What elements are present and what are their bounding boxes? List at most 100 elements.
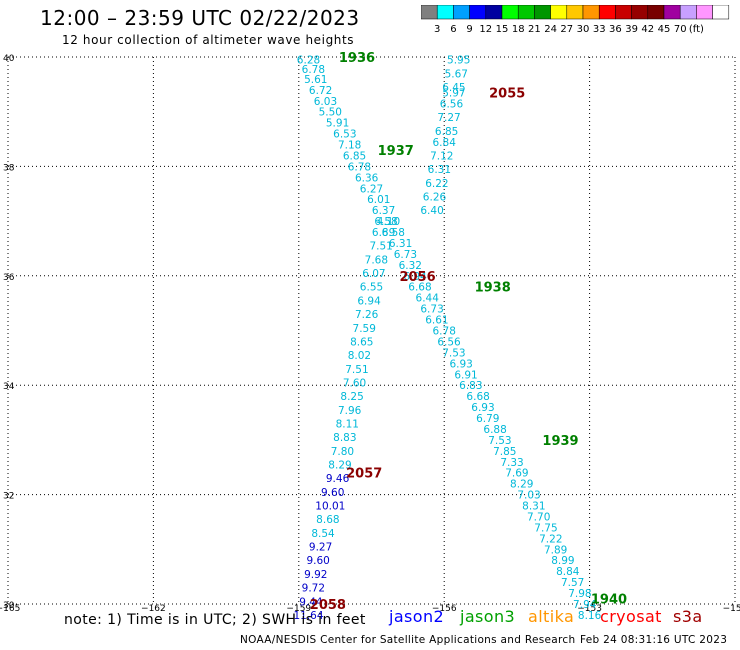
legend-label: 3 — [434, 24, 440, 35]
wave-height-value: 6.94 — [403, 271, 427, 283]
wave-height-value: 6.28 — [297, 55, 320, 67]
wave-height-value: 6.73 — [420, 304, 443, 316]
lat-tick-label: 34 — [3, 382, 15, 392]
wave-height-value: 6.91 — [454, 369, 477, 381]
wave-height-value: 6.37 — [372, 205, 395, 217]
wave-height-value: 9.60 — [306, 555, 329, 567]
wave-height-value: 5.61 — [304, 74, 327, 86]
wave-height-value: 6.83 — [459, 380, 482, 392]
wave-height-value: 7.94 — [573, 599, 597, 611]
pass-time-label: 2058 — [310, 598, 346, 613]
pass-time-label: 1936 — [339, 51, 375, 66]
wave-height-value: 7.98 — [568, 588, 591, 600]
wave-height-value: 6.36 — [355, 172, 379, 184]
wave-height-value: 5.91 — [326, 118, 349, 130]
wave-height-value: 6.93 — [471, 402, 494, 414]
wave-height-value: 8.29 — [510, 479, 533, 491]
wave-height-value: 7.12 — [430, 150, 453, 162]
wave-height-value: 7.60 — [343, 377, 366, 389]
wave-height-value: 6.56 — [437, 336, 461, 348]
wave-height-value: 8.54 — [311, 528, 335, 540]
wave-height-value: 5.95 — [447, 55, 470, 67]
wave-height-value: 6.93 — [449, 358, 472, 370]
wave-height-value: 8.02 — [348, 350, 371, 362]
wave-height-value: 6.45 — [442, 82, 465, 94]
wave-height-value: 5.50 — [319, 107, 342, 119]
pass-time-label: 1939 — [542, 434, 578, 449]
wave-height-value: 6.78 — [433, 326, 456, 338]
wave-height-value: 7.85 — [493, 446, 516, 458]
legend-label: 45 — [658, 24, 671, 35]
wave-height-value: 7.57 — [561, 577, 584, 589]
legend-label: 33 — [593, 24, 606, 35]
wave-height-value: 8.84 — [556, 566, 580, 578]
lon-tick-label: −162 — [141, 604, 166, 614]
wave-height-value: 10.01 — [315, 501, 345, 513]
wave-height-value: 6.56 — [440, 98, 464, 110]
lon-tick-label: −165 — [0, 604, 20, 614]
wave-height-value: 6.85 — [435, 126, 458, 138]
wave-height-value: 6.94 — [357, 295, 381, 307]
legend-label: 15 — [496, 24, 509, 35]
wave-height-value: 7.89 — [544, 544, 567, 556]
legend-label: 9 — [466, 24, 472, 35]
satellite-label-s3a: s3a — [673, 607, 703, 626]
wave-height-value: 7.59 — [353, 323, 376, 335]
lon-tick-label: −156 — [432, 604, 457, 614]
wave-height-value: 6.55 — [360, 282, 383, 294]
wave-height-value: 8.99 — [551, 555, 574, 567]
legend-label: 27 — [560, 24, 573, 35]
wave-height-value: 6.68 — [466, 391, 489, 403]
wave-height-value: 8.25 — [340, 391, 363, 403]
wave-height-value: 7.69 — [505, 468, 528, 480]
page-subtitle: 12 hour collection of altimeter wave hei… — [62, 33, 355, 47]
wave-height-value: 6.44 — [416, 293, 440, 305]
wave-height-value: 7.80 — [331, 446, 354, 458]
lon-tick-label: −150 — [723, 604, 740, 614]
wave-height-value: 7.22 — [539, 533, 562, 545]
wave-height-value: 6.53 — [333, 129, 356, 141]
legend-label: 6 — [450, 24, 456, 35]
wave-height-value: 6.32 — [399, 260, 422, 272]
legend-label: 12 — [479, 24, 492, 35]
wave-height-value: 4.10 — [377, 216, 400, 228]
legend-label: (ft) — [689, 24, 704, 35]
wave-height-value: 8.83 — [333, 432, 356, 444]
wave-height-value: 6.78 — [302, 64, 325, 76]
wave-height-value: 6.40 — [420, 205, 443, 217]
legend-label: 70 — [674, 24, 687, 35]
page-title: 12:00 – 23:59 UTC 02/22/2023 — [40, 6, 360, 30]
lon-tick-label: −159 — [286, 604, 311, 614]
wave-height-value: 6.22 — [425, 178, 448, 190]
lat-tick-label: 40 — [3, 54, 15, 64]
wave-height-value: 6.27 — [360, 183, 383, 195]
wave-height-value: 9.46 — [326, 473, 350, 485]
wave-height-value: 6.78 — [348, 161, 371, 173]
wave-height-value: 6.31 — [389, 238, 412, 250]
units-note: note: 1) Time is in UTC; 2) SWH is in fe… — [64, 612, 366, 628]
pass-time-label: 1940 — [591, 593, 627, 608]
wave-height-value: 8.68 — [316, 514, 339, 526]
wave-height-value: 5.67 — [445, 68, 468, 80]
wave-height-value: 8.11 — [336, 418, 359, 430]
footer-credit: NOAA/NESDIS Center for Satellite Applica… — [240, 634, 576, 646]
wave-height-value: 6.68 — [408, 282, 431, 294]
satellite-label-cryosat: cryosat — [600, 607, 662, 626]
wave-height-value: 7.26 — [355, 309, 379, 321]
legend-label: 21 — [528, 24, 541, 35]
pass-time-label: 2056 — [399, 270, 435, 285]
wave-height-value: 6.88 — [483, 424, 506, 436]
wave-height-value: 6.85 — [343, 150, 366, 162]
legend-label: 42 — [641, 24, 654, 35]
wave-height-value: 7.51 — [345, 364, 368, 376]
wave-height-value: 5.97 — [442, 88, 465, 100]
wave-height-value: 6.79 — [476, 413, 499, 425]
pass-time-label: 2055 — [489, 87, 525, 102]
wave-height-value: 9.27 — [309, 542, 332, 554]
lat-tick-label: 32 — [3, 492, 14, 502]
wave-height-value: 6.72 — [309, 85, 332, 97]
wave-height-value: 6.01 — [367, 194, 390, 206]
wave-height-value: 7.51 — [369, 241, 392, 253]
lon-tick-label: −153 — [577, 604, 602, 614]
wave-height-value: 7.53 — [442, 347, 465, 359]
